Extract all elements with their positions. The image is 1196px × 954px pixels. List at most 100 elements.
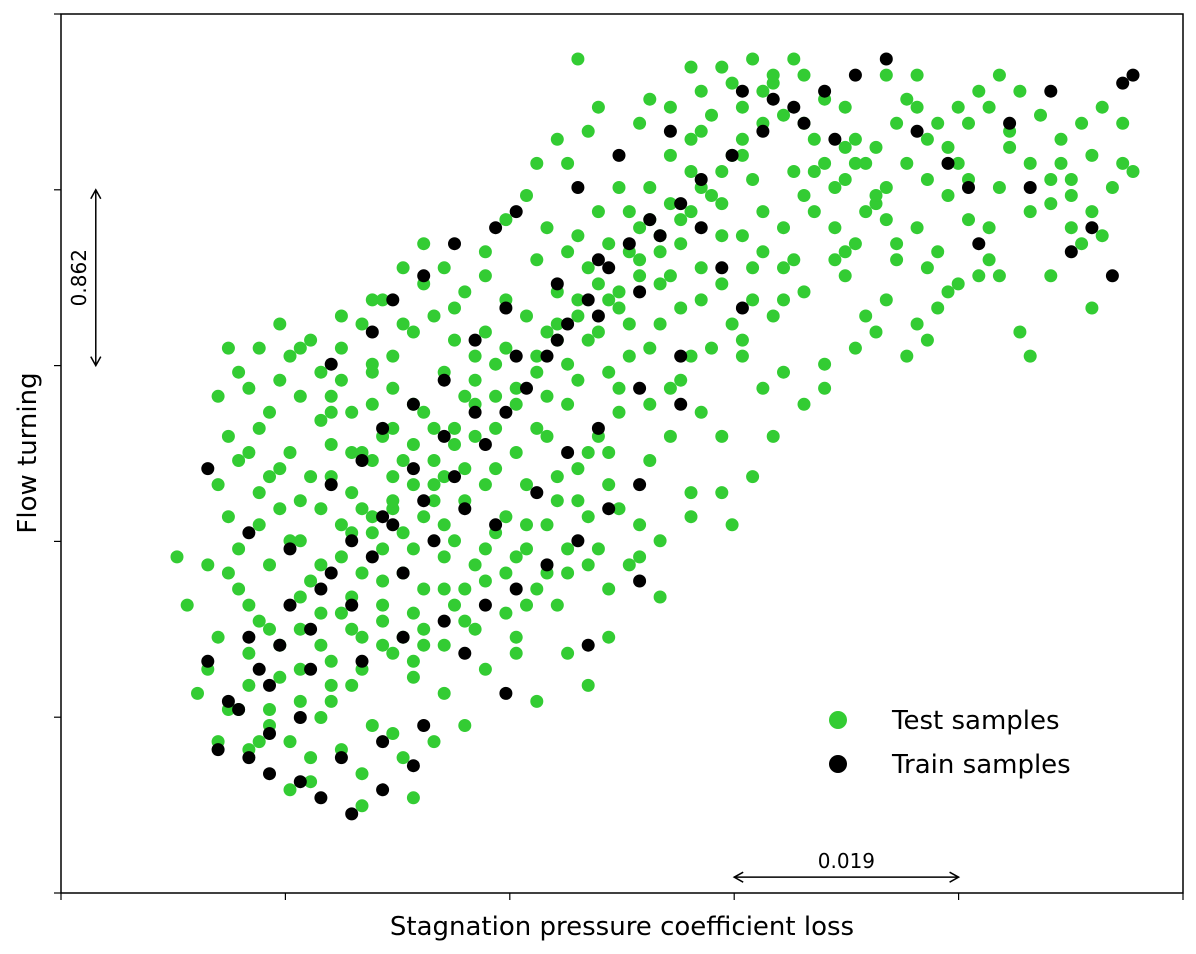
test-sample-point-379 xyxy=(766,429,780,443)
train-sample-point-106 xyxy=(263,727,276,740)
test-sample-point-46 xyxy=(417,405,431,419)
test-sample-point-387 xyxy=(530,156,544,170)
test-sample-point-127 xyxy=(201,558,215,572)
train-sample-point-90 xyxy=(1126,68,1140,82)
test-sample-point-221 xyxy=(581,510,595,524)
test-sample-point-171 xyxy=(756,381,770,395)
test-sample-point-71 xyxy=(602,365,616,379)
train-sample-point-93 xyxy=(797,116,811,130)
test-sample-point-251 xyxy=(561,646,575,660)
test-sample-point-302 xyxy=(355,317,369,331)
test-sample-point-271 xyxy=(869,189,883,202)
test-sample-point-350 xyxy=(643,397,657,411)
train-sample-point-99 xyxy=(581,638,595,652)
test-sample-point-346 xyxy=(787,253,801,267)
test-sample-point-91 xyxy=(735,100,749,114)
test-sample-point-187 xyxy=(622,349,636,363)
test-sample-point-5 xyxy=(324,694,338,708)
train-sample-point-35 xyxy=(622,237,636,251)
train-sample-point-33 xyxy=(581,293,595,307)
test-sample-point-232 xyxy=(509,397,523,411)
test-sample-point-42 xyxy=(314,413,328,427)
test-sample-point-170 xyxy=(694,293,708,307)
test-sample-point-184 xyxy=(715,165,729,178)
test-sample-point-447 xyxy=(890,116,904,130)
test-sample-point-239 xyxy=(293,662,307,676)
test-sample-point-37 xyxy=(396,454,410,467)
test-sample-point-372 xyxy=(561,566,575,580)
test-sample-point-278 xyxy=(653,317,667,331)
test-sample-point-406 xyxy=(530,349,544,363)
test-sample-point-123 xyxy=(263,703,276,716)
test-sample-point-158 xyxy=(807,165,821,178)
test-sample-point-55 xyxy=(448,301,461,315)
test-sample-point-147 xyxy=(499,341,513,355)
test-sample-point-318 xyxy=(684,132,698,146)
train-sample-point-68 xyxy=(468,333,482,347)
test-sample-point-64 xyxy=(520,542,533,556)
test-sample-point-113 xyxy=(581,678,595,692)
test-sample-point-334 xyxy=(1023,205,1037,219)
train-sample-point-80 xyxy=(571,181,585,194)
test-sample-point-275 xyxy=(643,92,657,106)
test-sample-point-121 xyxy=(314,711,328,724)
test-sample-point-208 xyxy=(314,558,328,572)
test-sample-point-73 xyxy=(643,341,657,355)
test-sample-point-181 xyxy=(807,132,821,146)
test-sample-point-95 xyxy=(848,132,862,146)
train-sample-point-114 xyxy=(406,462,420,476)
test-sample-point-119 xyxy=(324,654,338,668)
test-sample-point-27 xyxy=(406,542,420,556)
train-sample-point-74 xyxy=(365,325,379,339)
test-sample-point-23 xyxy=(304,574,318,588)
train-sample-point-66 xyxy=(406,397,420,411)
test-sample-point-164 xyxy=(982,221,996,235)
train-sample-point-88 xyxy=(1105,269,1119,283)
test-sample-point-179 xyxy=(951,277,965,291)
test-sample-point-96 xyxy=(787,165,801,178)
test-sample-point-410 xyxy=(612,301,626,315)
train-sample-point-117 xyxy=(509,349,523,363)
train-sample-point-72 xyxy=(653,229,667,243)
legend-marker-train-samples xyxy=(829,755,847,773)
train-sample-point-30 xyxy=(520,381,533,395)
test-sample-point-327 xyxy=(838,100,852,114)
train-sample-point-37 xyxy=(674,197,688,211)
test-sample-point-443 xyxy=(972,84,986,98)
test-sample-point-345 xyxy=(828,221,842,235)
test-sample-point-203 xyxy=(232,542,246,556)
train-sample-point-104 xyxy=(334,751,348,765)
test-sample-point-332 xyxy=(1044,197,1058,211)
test-sample-point-341 xyxy=(1075,237,1089,251)
test-sample-point-242 xyxy=(304,751,318,765)
test-sample-point-402 xyxy=(448,421,461,435)
test-sample-point-377 xyxy=(715,486,729,500)
test-sample-point-162 xyxy=(920,261,934,275)
test-sample-point-435 xyxy=(1126,165,1140,178)
test-sample-point-437 xyxy=(1095,100,1109,114)
test-sample-point-261 xyxy=(900,92,914,106)
plot-frame xyxy=(60,13,1184,894)
test-sample-point-196 xyxy=(376,542,390,556)
test-sample-point-338 xyxy=(890,253,904,267)
test-sample-point-312 xyxy=(561,245,575,259)
test-sample-point-70 xyxy=(581,333,595,347)
test-sample-point-21 xyxy=(263,558,276,572)
train-sample-point-109 xyxy=(242,630,256,644)
test-sample-point-438 xyxy=(1075,116,1089,130)
test-sample-point-319 xyxy=(705,108,718,122)
train-sample-point-102 xyxy=(417,719,431,732)
train-sample-point-67 xyxy=(437,373,451,387)
test-sample-point-228 xyxy=(427,309,441,323)
train-sample-point-52 xyxy=(591,421,605,435)
test-sample-point-4 xyxy=(304,775,318,789)
test-sample-point-367 xyxy=(406,654,420,668)
test-sample-point-315 xyxy=(622,205,636,219)
test-sample-point-175 xyxy=(859,309,873,323)
test-sample-point-218 xyxy=(520,598,533,612)
test-sample-point-110 xyxy=(509,630,523,644)
train-sample-point-7 xyxy=(406,759,420,773)
test-sample-point-43 xyxy=(334,373,348,387)
test-sample-point-161 xyxy=(890,237,904,251)
train-sample-point-94 xyxy=(828,132,842,146)
